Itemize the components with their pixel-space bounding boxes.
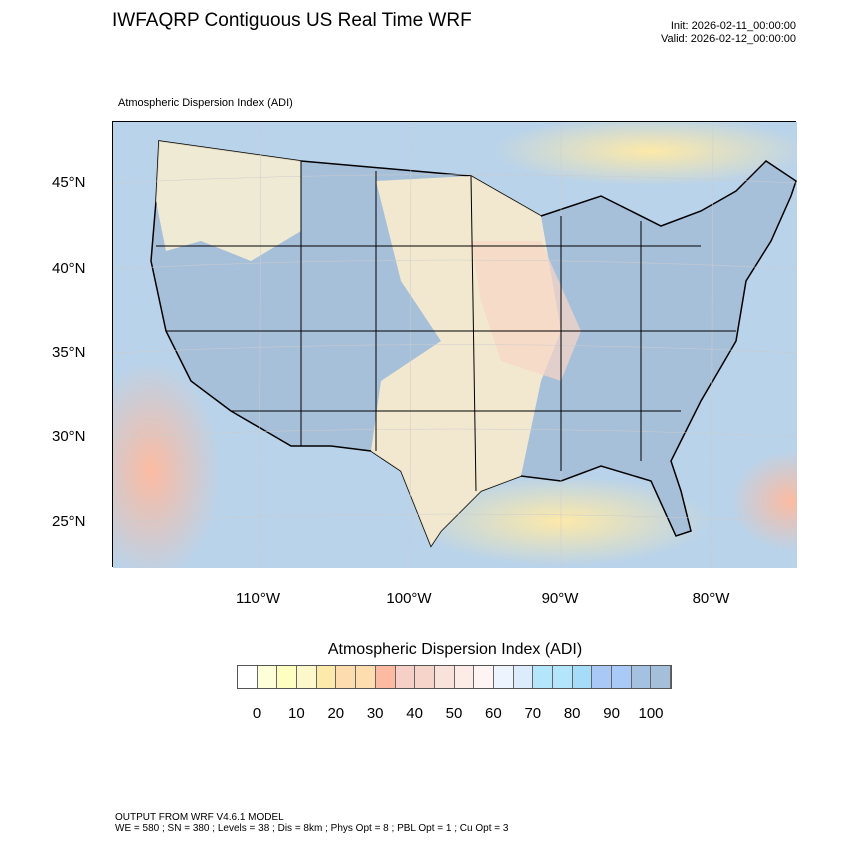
colorbar-tick-label: 80 <box>563 705 581 722</box>
colorbar-tick-label: 0 <box>252 705 262 722</box>
colorbar-tick-label: 60 <box>485 705 502 722</box>
colorbar-swatch <box>316 666 337 688</box>
lon-label: 110°W <box>235 590 281 607</box>
map-subtitle: Atmospheric Dispersion Index (ADI) <box>118 97 293 109</box>
colorbar-swatch <box>572 666 593 688</box>
colorbar-swatch <box>474 666 494 688</box>
colorbar <box>237 665 673 689</box>
colorbar-swatch <box>533 666 553 688</box>
colorbar-tick-label: 70 <box>524 705 542 722</box>
state-borders <box>156 161 736 492</box>
colorbar-swatch <box>454 666 475 688</box>
colorbar-swatch <box>651 666 672 688</box>
colorbar-tick-label: 50 <box>445 705 463 722</box>
colorbar-tick-label: 20 <box>327 705 345 722</box>
colorbar-swatch <box>493 666 514 688</box>
lon-label: 100°W <box>386 590 432 607</box>
time-info: Init: 2026-02-11_00:00:00 Valid: 2026-02… <box>661 20 796 46</box>
pacific-high-adi <box>81 361 221 581</box>
colorbar-tick-label: 10 <box>288 705 305 722</box>
lon-label: 80°W <box>692 590 730 607</box>
init-time: Init: 2026-02-11_00:00:00 <box>670 20 796 32</box>
model-version: OUTPUT FROM WRF V4.6.1 MODEL <box>115 812 284 823</box>
colorbar-tick-label: 100 <box>638 705 664 722</box>
colorbar-title: Atmospheric Dispersion Index (ADI) <box>327 641 583 658</box>
colorbar-swatch <box>395 666 416 688</box>
colorbar-swatch <box>612 666 632 688</box>
colorbar-swatch <box>415 666 435 688</box>
colorbar-tick-label: 90 <box>603 705 620 722</box>
colorbar-swatch <box>434 666 455 688</box>
colorbar-swatch <box>257 666 278 688</box>
lon-label: 90°W <box>541 590 579 607</box>
colorbar-tick-label: 30 <box>366 705 384 722</box>
colorbar-swatch <box>277 666 298 688</box>
midwest-moderate-region <box>471 241 581 381</box>
colorbar-swatch <box>356 666 376 688</box>
canada-high-adi <box>491 116 811 186</box>
colorbar-swatch <box>375 666 396 688</box>
lat-label: 30°N <box>52 428 86 445</box>
valid-time: Valid: 2026-02-12_00:00:00 <box>661 33 796 45</box>
adi-map <box>81 116 850 581</box>
lat-label: 40°N <box>52 260 86 277</box>
map-svg <box>81 116 850 581</box>
colorbar-swatch <box>631 666 652 688</box>
colorbar-swatch <box>592 666 613 688</box>
lat-label: 25°N <box>52 513 86 530</box>
colorbar-tick-label: 40 <box>406 705 423 722</box>
colorbar-swatch <box>513 666 534 688</box>
lat-label: 35°N <box>52 344 86 361</box>
northwest-low-adi-region <box>156 141 301 261</box>
colorbar-swatch <box>297 666 317 688</box>
colorbar-swatch <box>553 666 573 688</box>
plot-title: IWFAQRP Contiguous US Real Time WRF <box>112 10 472 31</box>
colorbar-swatch <box>238 666 258 688</box>
model-config: WE = 580 ; SN = 380 ; Levels = 38 ; Dis … <box>115 823 509 834</box>
model-info: OUTPUT FROM WRF V4.6.1 MODEL WE = 580 ; … <box>115 812 508 834</box>
lat-label: 45°N <box>52 174 86 191</box>
colorbar-swatch <box>336 666 357 688</box>
